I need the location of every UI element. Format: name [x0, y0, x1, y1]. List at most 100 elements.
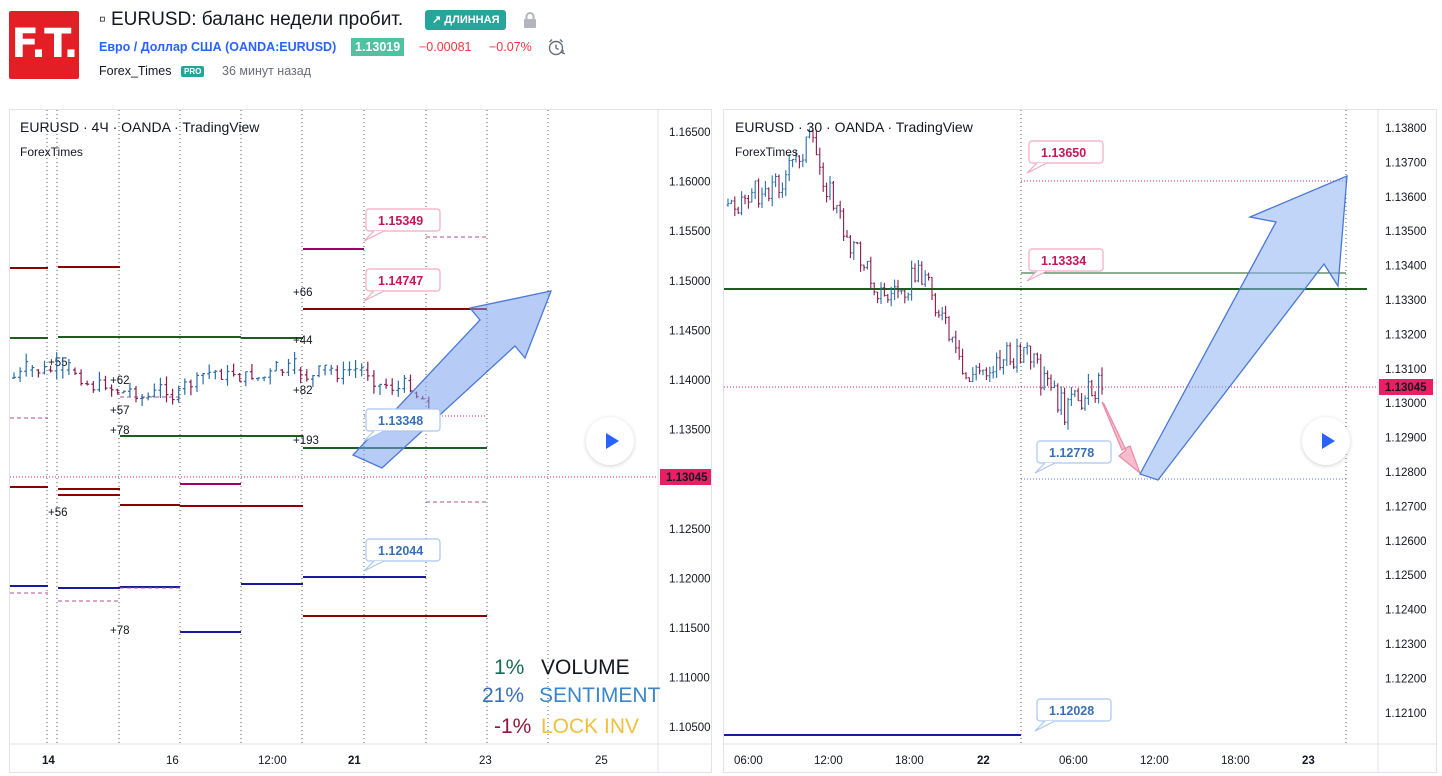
pips-label: +193 — [293, 435, 319, 447]
label-1-12044: 1.12044 — [378, 544, 423, 558]
time-axis-tick: 16 — [166, 755, 179, 767]
long-badge: ↗ ДЛИННАЯ — [425, 10, 507, 30]
price-change: −0.00081 — [419, 40, 472, 54]
symbol-link[interactable]: Евро / Доллар США (OANDA:EURUSD) — [99, 40, 337, 54]
price-axis-tick: 1.13700 — [1385, 157, 1427, 169]
label-1-12028-tail — [1034, 720, 1056, 732]
label-1-13650: 1.13650 — [1041, 146, 1086, 160]
play-button[interactable] — [1302, 417, 1350, 465]
price-axis-tick: 1.12300 — [1385, 639, 1427, 651]
time-axis-tick: 06:00 — [1059, 755, 1088, 767]
stat-volume-value: 1% — [494, 656, 525, 679]
left-chart-subtitle: ForexTimes — [20, 145, 83, 159]
time-axis-tick: 12:00 — [258, 755, 287, 767]
time-axis-tick: 23 — [1302, 755, 1315, 767]
logo-text: F.T. — [11, 21, 78, 67]
current-price-label: 1.13045 — [1385, 382, 1427, 394]
price-axis-tick: 1.12200 — [1385, 673, 1427, 685]
price-axis-tick: 1.13500 — [669, 425, 711, 437]
right-chart-canvas[interactable]: 1.13800 1.13700 1.13600 1.13500 1.13400 1.133… — [724, 110, 1437, 773]
label-1-12778: 1.12778 — [1049, 446, 1094, 460]
label-1-12044-tail — [363, 560, 385, 572]
label-1-12778-tail — [1034, 462, 1056, 474]
time-axis-tick: 18:00 — [1221, 755, 1250, 767]
label-1-15349-box — [365, 208, 441, 232]
right-chart[interactable]: 1.13800 1.13700 1.13600 1.13500 1.13400 1.133… — [723, 109, 1437, 773]
price-axis-tick: 1.14500 — [669, 325, 711, 337]
price-axis-tick: 1.16500 — [669, 127, 711, 139]
stat-volume-label: VOLUME — [541, 656, 630, 679]
left-chart-canvas[interactable]: 1.16500 1.16000 1.15500 1.15000 1.14500 1.140… — [10, 110, 712, 773]
time-axis-tick: 18:00 — [895, 755, 924, 767]
label-1-13334-tail — [1026, 270, 1048, 282]
forecast-arrow-down — [1101, 401, 1142, 475]
label-1-13348: 1.13348 — [378, 414, 423, 428]
price-axis-tick: 1.13100 — [1385, 364, 1427, 376]
idea-title: ▫ EURUSD: баланс недели пробит. — [99, 9, 404, 30]
time-axis-tick: 22 — [977, 755, 990, 767]
time-axis-tick: 12:00 — [814, 755, 843, 767]
label-1-12028-box — [1036, 698, 1112, 722]
price-axis-tick: 1.12100 — [1385, 708, 1427, 720]
price-change-percent: −0.07% — [489, 40, 532, 54]
lock-icon — [524, 12, 536, 28]
right-chart-subtitle: ForexTimes — [735, 145, 798, 159]
price-axis-tick: 1.13400 — [1385, 261, 1427, 273]
price-axis-tick: 1.13600 — [1385, 192, 1427, 204]
current-price-tag — [1379, 379, 1433, 395]
price-axis-tick: 1.12800 — [1385, 467, 1427, 479]
stat-sentiment-value: 21% — [482, 684, 525, 707]
price-axis-tick: 1.13000 — [1385, 398, 1427, 410]
label-1-14747-box — [365, 268, 441, 292]
current-price-label: 1.13045 — [666, 472, 708, 484]
author-name[interactable]: Forex_Times — [99, 64, 172, 78]
label-1-12028: 1.12028 — [1049, 704, 1094, 718]
play-button[interactable] — [586, 417, 634, 465]
right-chart-title: EURUSD · 30 · OANDA · TradingView — [735, 119, 973, 135]
time-axis-tick: 12:00 — [1140, 755, 1169, 767]
label-1-13334: 1.13334 — [1041, 254, 1086, 268]
price-axis-tick: 1.15500 — [669, 226, 711, 238]
time-axis-tick: 06:00 — [734, 755, 763, 767]
price-axis-tick: 1.15000 — [669, 276, 711, 288]
price-axis-tick: 1.14000 — [669, 375, 711, 387]
price-axis-tick: 1.12600 — [1385, 536, 1427, 548]
pips-label: +78 — [110, 425, 130, 437]
alarm-clock-icon[interactable] — [547, 37, 567, 57]
label-1-13650-box — [1028, 140, 1104, 164]
label-1-14747-tail — [363, 290, 385, 302]
left-chart-title: EURUSD · 4Ч · OANDA · TradingView — [20, 119, 260, 135]
label-1-12778-box — [1036, 440, 1112, 464]
label-1-13348-tail — [363, 430, 385, 442]
published-time: 36 минут назад — [222, 64, 311, 78]
price-axis-tick: 1.12500 — [669, 524, 711, 536]
forecast-arrow-up — [1139, 174, 1348, 481]
price-axis-tick: 1.10500 — [669, 722, 711, 734]
left-chart[interactable]: 1.16500 1.16000 1.15500 1.15000 1.14500 1.140… — [9, 109, 712, 773]
pips-label: +57 — [110, 405, 130, 417]
time-axis-tick: 23 — [479, 755, 492, 767]
last-price-chip: 1.13019 — [351, 38, 405, 56]
pips-label: +56 — [48, 507, 68, 519]
forex-times-logo[interactable]: F.T. — [9, 11, 79, 79]
pips-label: +78 — [110, 625, 130, 637]
stat-sentiment-label: SENTIMENT — [539, 684, 661, 707]
label-1-14747: 1.14747 — [378, 274, 423, 288]
pips-label: +66 — [293, 287, 313, 299]
label-1-12044-box — [365, 538, 441, 562]
price-axis-tick: 1.12000 — [669, 573, 711, 585]
stat-lock-inv-value: -1% — [494, 715, 532, 738]
time-axis-tick: 25 — [595, 755, 608, 767]
stat-lock-inv-label: LOCK INV — [541, 715, 640, 738]
label-1-15349-tail — [363, 230, 385, 242]
label-1-13650-tail — [1026, 162, 1048, 174]
label-1-13334-box — [1028, 248, 1104, 272]
current-price-tag — [660, 469, 711, 485]
price-axis-tick: 1.13300 — [1385, 295, 1427, 307]
pro-badge: PRO — [181, 66, 205, 77]
price-axis-tick: 1.12900 — [1385, 433, 1427, 445]
label-1-15349: 1.15349 — [378, 214, 423, 228]
price-axis-tick: 1.16000 — [669, 177, 711, 189]
price-axis-tick: 1.11000 — [669, 673, 710, 685]
price-axis-tick: 1.11500 — [669, 623, 710, 635]
